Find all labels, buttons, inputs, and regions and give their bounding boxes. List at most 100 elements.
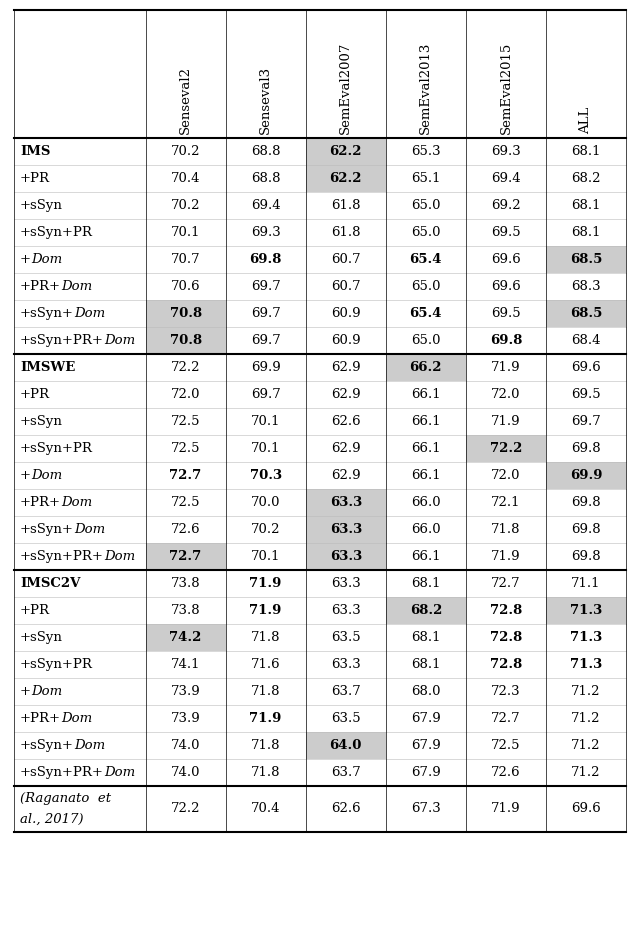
Text: 71.3: 71.3: [570, 604, 602, 617]
Text: 69.6: 69.6: [571, 361, 601, 374]
Text: 68.2: 68.2: [410, 604, 442, 617]
Text: 71.8: 71.8: [251, 739, 280, 752]
Text: 71.9: 71.9: [491, 415, 521, 428]
Text: 69.8: 69.8: [571, 442, 601, 455]
Text: 67.9: 67.9: [411, 766, 441, 779]
Text: 62.9: 62.9: [331, 388, 360, 401]
Text: 66.2: 66.2: [410, 361, 442, 374]
Text: 69.7: 69.7: [571, 415, 601, 428]
Text: +sSyn+: +sSyn+: [20, 739, 74, 752]
Text: 63.7: 63.7: [331, 766, 360, 779]
Text: 71.9: 71.9: [250, 604, 282, 617]
Text: 71.8: 71.8: [251, 766, 280, 779]
Text: Dom: Dom: [61, 280, 92, 293]
Text: 63.3: 63.3: [331, 577, 360, 590]
Text: 67.9: 67.9: [411, 712, 441, 725]
Text: SemEval2007: SemEval2007: [339, 42, 352, 134]
Text: 68.1: 68.1: [572, 226, 601, 239]
Text: 72.6: 72.6: [491, 766, 521, 779]
Text: 62.6: 62.6: [331, 803, 360, 816]
Text: 70.4: 70.4: [251, 803, 280, 816]
Text: +PR: +PR: [20, 604, 50, 617]
Bar: [546, 462, 626, 489]
Text: 63.3: 63.3: [330, 496, 362, 509]
Text: 72.7: 72.7: [491, 577, 521, 590]
Text: Senseval3: Senseval3: [259, 66, 272, 134]
Text: 69.5: 69.5: [491, 307, 521, 320]
Text: 69.9: 69.9: [251, 361, 280, 374]
Bar: [145, 543, 226, 570]
Text: 60.9: 60.9: [331, 307, 360, 320]
Text: 72.2: 72.2: [490, 442, 522, 455]
Text: +sSyn+PR+: +sSyn+PR+: [20, 334, 104, 347]
Text: +sSyn+PR+: +sSyn+PR+: [20, 550, 104, 563]
Text: 67.9: 67.9: [411, 739, 441, 752]
Text: Dom: Dom: [61, 496, 92, 509]
Text: 61.8: 61.8: [331, 199, 360, 212]
Text: 73.8: 73.8: [171, 577, 200, 590]
Text: 70.1: 70.1: [251, 550, 280, 563]
Bar: [546, 597, 626, 624]
Text: 62.9: 62.9: [331, 469, 360, 482]
Text: 63.3: 63.3: [330, 550, 362, 563]
Text: 72.0: 72.0: [491, 388, 521, 401]
Bar: [145, 327, 226, 354]
Text: Dom: Dom: [31, 469, 62, 482]
Text: Dom: Dom: [104, 334, 135, 347]
Text: +sSyn+PR: +sSyn+PR: [20, 442, 93, 455]
Text: 65.1: 65.1: [411, 172, 440, 185]
Text: 62.2: 62.2: [330, 145, 362, 158]
Text: 71.3: 71.3: [570, 658, 602, 671]
Text: 74.1: 74.1: [171, 658, 200, 671]
Text: 71.8: 71.8: [491, 523, 521, 536]
Text: 61.8: 61.8: [331, 226, 360, 239]
Text: 72.3: 72.3: [491, 685, 521, 698]
Text: 72.0: 72.0: [171, 388, 200, 401]
Text: 65.4: 65.4: [410, 307, 442, 320]
Text: 68.5: 68.5: [570, 307, 602, 320]
Text: 69.7: 69.7: [251, 334, 280, 347]
Text: 68.2: 68.2: [572, 172, 601, 185]
Text: 71.9: 71.9: [250, 577, 282, 590]
Text: 71.8: 71.8: [251, 631, 280, 644]
Text: +PR: +PR: [20, 172, 50, 185]
Text: 71.2: 71.2: [572, 766, 601, 779]
Text: 68.1: 68.1: [572, 199, 601, 212]
Text: +PR+: +PR+: [20, 280, 61, 293]
Text: 69.9: 69.9: [570, 469, 602, 482]
Text: 69.2: 69.2: [491, 199, 521, 212]
Text: Dom: Dom: [74, 739, 105, 752]
Bar: [306, 138, 386, 165]
Text: +PR: +PR: [20, 388, 50, 401]
Text: IMSC2V: IMSC2V: [20, 577, 81, 590]
Text: 71.2: 71.2: [572, 712, 601, 725]
Text: 71.2: 71.2: [572, 685, 601, 698]
Text: 66.1: 66.1: [411, 415, 440, 428]
Bar: [306, 165, 386, 192]
Text: 63.7: 63.7: [331, 685, 360, 698]
Text: 72.1: 72.1: [491, 496, 521, 509]
Text: +sSyn+: +sSyn+: [20, 307, 74, 320]
Text: 73.8: 73.8: [171, 604, 200, 617]
Text: SemEval2013: SemEval2013: [419, 42, 433, 134]
Text: 65.3: 65.3: [411, 145, 440, 158]
Text: 65.0: 65.0: [411, 226, 440, 239]
Text: 69.4: 69.4: [251, 199, 280, 212]
Text: 70.0: 70.0: [251, 496, 280, 509]
Text: 68.3: 68.3: [571, 280, 601, 293]
Text: 72.5: 72.5: [171, 442, 200, 455]
Text: 62.6: 62.6: [331, 415, 360, 428]
Bar: [145, 624, 226, 651]
Text: 65.0: 65.0: [411, 334, 440, 347]
Text: 72.8: 72.8: [490, 604, 522, 617]
Text: 68.1: 68.1: [572, 145, 601, 158]
Text: 70.1: 70.1: [171, 226, 200, 239]
Text: 68.1: 68.1: [411, 577, 440, 590]
Text: Dom: Dom: [31, 253, 62, 266]
Text: 66.1: 66.1: [411, 550, 440, 563]
Text: 71.3: 71.3: [570, 631, 602, 644]
Bar: [546, 246, 626, 273]
Text: 71.9: 71.9: [491, 361, 521, 374]
Text: +: +: [20, 469, 31, 482]
Text: 69.6: 69.6: [491, 253, 521, 266]
